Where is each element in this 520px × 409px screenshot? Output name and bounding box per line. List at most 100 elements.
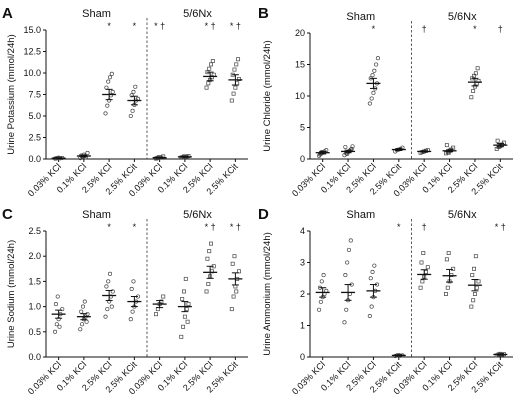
y-tick-label: 15 — [295, 60, 305, 70]
significance-mark: * — [133, 222, 137, 232]
significance-mark: † — [422, 24, 427, 34]
y-tick-label: 0.5 — [28, 327, 41, 337]
y-tick-label: 2.5 — [28, 133, 41, 143]
data-point — [180, 297, 185, 301]
y-tick-label: 0 — [300, 154, 305, 164]
data-point — [154, 312, 158, 317]
data-point — [367, 101, 372, 106]
data-point — [324, 148, 329, 153]
data-point — [471, 298, 476, 303]
data-point — [318, 299, 323, 304]
data-point — [104, 85, 109, 90]
data-point — [476, 279, 481, 284]
data-point — [182, 314, 187, 319]
y-tick-label: 1 — [300, 321, 305, 331]
data-point — [444, 292, 448, 296]
data-point — [109, 71, 114, 76]
data-point — [131, 279, 136, 284]
data-point — [344, 307, 349, 312]
data-point — [419, 260, 424, 265]
data-point — [495, 138, 500, 143]
data-point — [370, 269, 375, 275]
data-point — [420, 279, 425, 284]
significance-mark: * † — [154, 21, 165, 31]
data-point — [349, 146, 354, 151]
group-label: Sham — [82, 8, 111, 20]
data-point — [204, 289, 209, 294]
group-label: 5/6Nx — [448, 209, 477, 221]
group-label: 5/6Nx — [183, 209, 212, 221]
data-point — [78, 327, 83, 332]
data-point — [186, 302, 191, 307]
data-point — [110, 289, 115, 294]
data-point — [185, 319, 190, 324]
data-point — [205, 256, 210, 261]
data-point — [473, 71, 478, 76]
panel-b: B Urine Chloride (mmol/24h) 0 5 10 15 20 Sham 5/… — [258, 5, 513, 198]
significance-mark: * — [372, 24, 376, 34]
data-point — [421, 251, 426, 255]
data-point — [371, 90, 376, 95]
y-tick-label: 2.0 — [28, 251, 41, 261]
data-point — [343, 273, 348, 278]
data-point — [53, 302, 58, 307]
data-point — [207, 249, 212, 254]
data-point — [79, 309, 84, 314]
data-point — [128, 113, 133, 119]
data-point — [474, 285, 479, 290]
y-axis-label: Urine Potassium (mmol/24h) — [6, 34, 17, 154]
significance-mark: * † — [230, 222, 241, 232]
group-label: Sham — [82, 209, 111, 221]
data-point — [209, 62, 213, 67]
data-point — [133, 84, 138, 89]
data-point — [128, 317, 133, 322]
data-point — [231, 294, 236, 299]
panel-c: C Urine Sodium (mmol/24h) 0.0 0.5 1.0 1.5 2.0 2… — [2, 206, 248, 396]
data-point — [129, 286, 134, 292]
y-tick-label: 10 — [295, 91, 305, 101]
data-point — [181, 324, 186, 329]
x-tick-label: 0.03% KCl — [290, 161, 327, 198]
data-point — [131, 89, 136, 94]
data-point — [375, 56, 380, 61]
y-tick-label: 2 — [300, 289, 305, 299]
data-point — [57, 324, 62, 329]
data-point — [209, 241, 213, 246]
y-tick-label: 5.0 — [28, 111, 41, 121]
group-label: 5/6Nx — [448, 11, 477, 23]
data-point — [372, 263, 377, 268]
data-point — [469, 304, 474, 309]
y-tick-label: 20 — [295, 28, 305, 38]
y-tick-label: 4 — [300, 226, 305, 236]
data-point — [348, 238, 353, 243]
data-point — [130, 309, 135, 314]
data-point — [234, 62, 239, 67]
data-point — [236, 57, 241, 62]
data-point — [451, 266, 456, 271]
data-point — [85, 312, 90, 317]
y-tick-label: 1.0 — [28, 302, 41, 312]
data-point — [206, 81, 211, 86]
data-point — [345, 260, 350, 265]
data-point — [104, 284, 109, 289]
data-point — [229, 307, 234, 312]
data-point — [231, 91, 236, 96]
data-point — [103, 314, 108, 319]
data-point — [233, 85, 238, 90]
significance-mark: * † — [495, 222, 506, 232]
data-point — [230, 261, 235, 266]
y-tick-label: 0 — [300, 352, 305, 362]
data-point — [107, 271, 113, 276]
data-point — [418, 285, 423, 290]
data-point — [469, 95, 474, 100]
data-point — [475, 66, 480, 71]
data-point — [60, 307, 65, 312]
significance-mark: † — [422, 222, 427, 232]
data-point — [110, 89, 115, 94]
y-axis-label: Urine Ammonium (mmol/24h) — [262, 232, 273, 356]
data-point — [317, 307, 322, 312]
significance-mark: * — [397, 222, 401, 232]
y-axis-label: Urine Chloride (mmol/24h) — [262, 40, 273, 151]
data-point — [370, 73, 375, 78]
